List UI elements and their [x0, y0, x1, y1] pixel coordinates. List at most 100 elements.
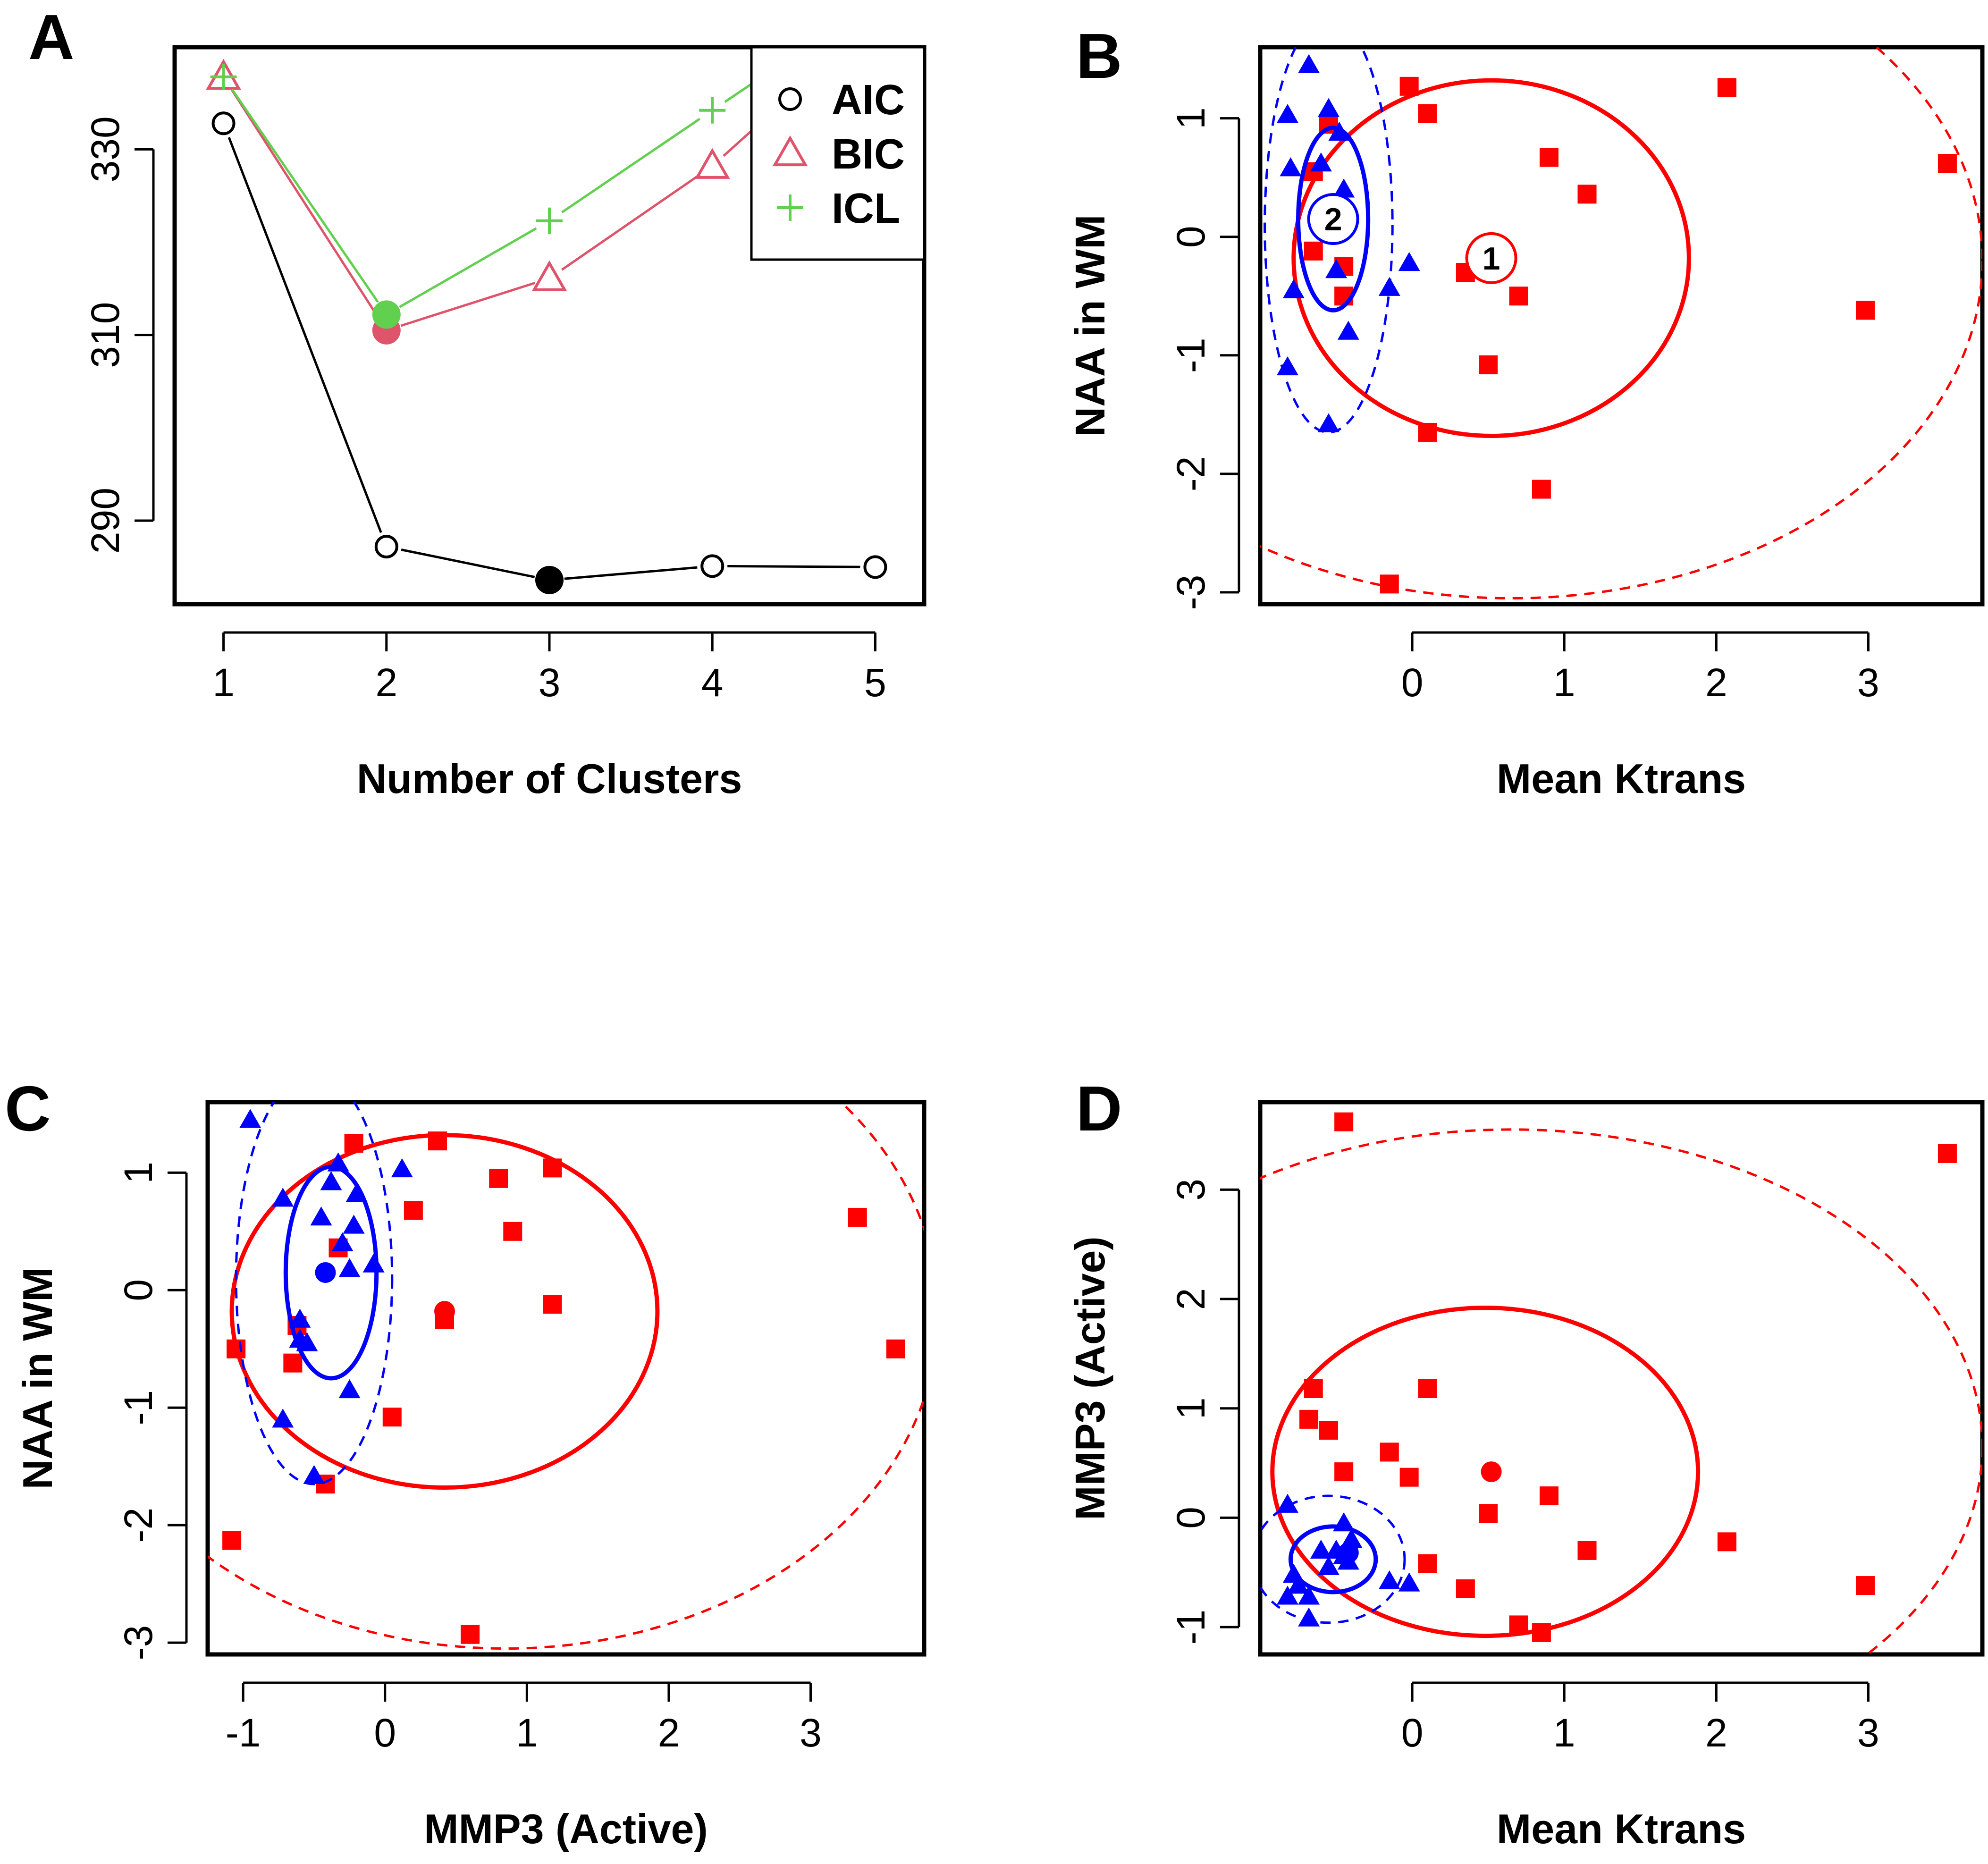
data-point — [272, 1409, 294, 1428]
data-point — [1479, 355, 1498, 374]
y-tick-label: 0 — [1169, 226, 1213, 248]
data-point — [1418, 104, 1437, 123]
data-point — [210, 63, 237, 90]
data-point — [404, 1201, 423, 1220]
data-point — [1325, 259, 1348, 278]
x-tick-label: 4 — [701, 660, 724, 705]
x-tick-label: 3 — [539, 660, 561, 705]
best-point — [372, 300, 401, 329]
panel-label: A — [28, 1, 75, 73]
x-axis-title: Mean Ktrans — [1497, 1805, 1746, 1852]
inner-ellipse — [1288, 1524, 1378, 1594]
data-point — [1509, 1615, 1528, 1635]
x-tick-label: 2 — [375, 660, 397, 705]
data-point — [272, 1188, 294, 1207]
legend-label: AIC — [832, 76, 905, 124]
inner-ellipse — [1296, 126, 1371, 312]
x-tick-label: 0 — [1401, 660, 1424, 705]
cluster-2 — [235, 1102, 413, 1485]
data-point — [1418, 1554, 1437, 1573]
panel-A: A 1 2 3 4 5 290 310 330 Number of Clusters AIC BIC I… — [28, 1, 927, 802]
x-tick-label: 5 — [864, 660, 886, 705]
data-point — [1298, 1607, 1320, 1627]
legend-swatch — [777, 194, 803, 221]
data-point — [310, 1206, 332, 1226]
data-point — [1276, 1586, 1298, 1605]
x-axis-title: MMP3 (Active) — [424, 1805, 708, 1852]
data-point — [391, 1158, 413, 1178]
cluster-center — [1481, 1461, 1502, 1483]
data-point — [531, 260, 567, 291]
x-axis-title: Mean Ktrans — [1497, 755, 1746, 802]
plot-area — [1260, 1112, 1982, 1654]
data-point — [1509, 287, 1528, 306]
data-point — [338, 1258, 361, 1277]
data-point — [694, 148, 730, 179]
y-tick-label: -3 — [1169, 575, 1213, 610]
data-point — [1334, 1112, 1354, 1131]
plot-area — [208, 1102, 924, 1650]
data-point — [374, 535, 398, 559]
y-tick-label: -2 — [1169, 456, 1213, 491]
data-point — [1310, 1539, 1332, 1559]
data-point — [1280, 157, 1302, 177]
plot-frame — [1258, 1100, 1985, 1657]
panel-C: C -1 0 1 2 3 -3 -2 -1 0 1 MMP3 (Active) NAA in WM — [5, 1073, 927, 1852]
data-point — [1287, 1575, 1309, 1594]
y-tick-label: 330 — [83, 116, 127, 182]
x-tick-label: -1 — [226, 1711, 261, 1755]
data-point — [1317, 1556, 1339, 1575]
x-axis-title: Number of Clusters — [357, 755, 742, 802]
cluster-1 — [1260, 1112, 1982, 1654]
y-tick-label: 310 — [83, 302, 127, 368]
x-tick-label: 3 — [800, 1711, 822, 1755]
data-point — [1398, 252, 1420, 271]
data-point — [543, 1158, 562, 1178]
cluster-center — [434, 1301, 455, 1322]
cluster-label-circle — [1307, 193, 1359, 245]
cluster-label-1: 1 — [1465, 232, 1517, 284]
data-point — [1276, 1493, 1298, 1513]
data-point — [1317, 413, 1339, 432]
data-point — [1540, 148, 1558, 167]
panel-D: D 0 1 2 3 -1 0 1 2 3 Mean Ktrans MMP3 (Active) — [1067, 1073, 1985, 1852]
data-point — [222, 1531, 242, 1550]
data-point — [1304, 241, 1323, 261]
cluster-1 — [1260, 47, 1982, 599]
data-point — [1577, 1541, 1597, 1560]
data-point — [345, 1183, 368, 1202]
y-tick-label: 1 — [116, 1162, 160, 1184]
y-tick-label: 1 — [1169, 1397, 1213, 1419]
data-point — [1532, 480, 1551, 499]
y-tick-label: -1 — [1169, 1610, 1213, 1645]
cluster-label-circle — [1465, 232, 1517, 284]
cluster-label-text: 2 — [1324, 202, 1342, 237]
data-point — [1937, 154, 1957, 173]
data-point — [1378, 277, 1400, 296]
data-point — [239, 1109, 261, 1128]
x-tick-label: 1 — [1553, 1711, 1575, 1755]
y-axis-title: NAA in WM — [14, 1267, 61, 1490]
data-point — [1299, 1409, 1319, 1429]
series-line-segment — [561, 118, 701, 213]
x-tick-label: 3 — [1857, 1711, 1879, 1755]
data-point — [327, 1152, 349, 1172]
outer-ellipse — [235, 1102, 394, 1485]
x-tick-label: 1 — [1553, 660, 1575, 705]
data-point — [1334, 1462, 1354, 1482]
data-point — [503, 1222, 522, 1241]
outer-ellipse — [1264, 47, 1394, 434]
data-point — [1319, 1421, 1338, 1440]
data-point — [227, 1339, 246, 1358]
cluster-label-text: 1 — [1483, 241, 1500, 277]
plot-area: 12 — [1260, 47, 1982, 599]
x-tick-label: 2 — [658, 1711, 680, 1755]
y-tick-label: -2 — [116, 1508, 160, 1543]
legend: AIC BIC ICL — [750, 46, 926, 261]
data-point — [362, 1253, 385, 1273]
series-line-segment — [401, 548, 535, 578]
data-point — [848, 1207, 867, 1227]
data-point — [1317, 98, 1339, 117]
series-line-segment — [564, 566, 698, 580]
data-point — [1855, 1576, 1875, 1595]
